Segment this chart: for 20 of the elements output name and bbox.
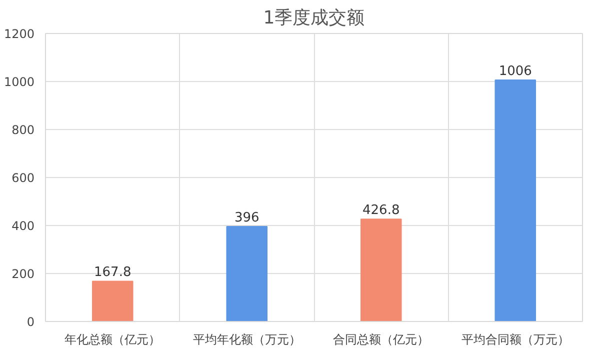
- x-tick-label: 合同总额（亿元）: [333, 332, 430, 346]
- y-tick-label: 0: [26, 315, 35, 329]
- data-label: 426.8: [362, 203, 400, 218]
- y-tick-label: 200: [12, 267, 34, 281]
- data-label: 396: [234, 210, 260, 226]
- data-label: 1006: [498, 64, 532, 80]
- y-tick-label: 1200: [4, 27, 35, 41]
- bar: [226, 226, 268, 322]
- y-tick-label: 1000: [4, 75, 35, 89]
- x-tick-label: 平均合同额（万元）: [461, 332, 570, 346]
- x-tick-label: 年化总额（亿元）: [64, 332, 161, 346]
- y-tick-label: 800: [12, 123, 34, 137]
- bar: [494, 80, 536, 322]
- data-label: 167.8: [94, 265, 132, 280]
- chart-title: 1季度成交额: [263, 8, 365, 28]
- bar: [92, 280, 134, 322]
- bar: [360, 218, 402, 322]
- y-tick-label: 400: [12, 219, 34, 233]
- x-tick-label: 平均年化额（万元）: [192, 332, 301, 346]
- y-tick-label: 600: [12, 171, 34, 185]
